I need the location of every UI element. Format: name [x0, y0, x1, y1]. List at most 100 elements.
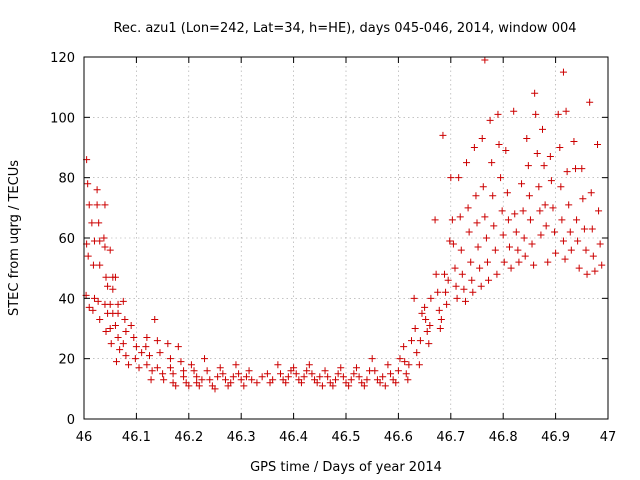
- data-point: [190, 367, 198, 375]
- data-point: [352, 364, 360, 372]
- data-point: [490, 222, 498, 230]
- data-point: [521, 252, 529, 260]
- data-point: [562, 107, 570, 115]
- y-tick-label: 20: [58, 353, 75, 368]
- data-point: [573, 216, 581, 224]
- data-point: [574, 237, 582, 245]
- data-point: [489, 192, 497, 200]
- data-point: [476, 264, 484, 272]
- data-point: [598, 261, 606, 269]
- data-point: [443, 300, 451, 308]
- x-tick-label: 46.3: [227, 430, 256, 445]
- data-point: [376, 379, 384, 387]
- data-point: [193, 373, 201, 381]
- data-point: [434, 288, 442, 296]
- data-point: [214, 373, 222, 381]
- data-point: [437, 315, 445, 323]
- data-point: [148, 367, 156, 375]
- data-point: [318, 382, 326, 390]
- data-point: [138, 349, 146, 357]
- data-point: [90, 294, 98, 302]
- data-point: [292, 370, 300, 378]
- data-point: [528, 240, 536, 248]
- data-point: [211, 385, 219, 393]
- data-point: [469, 288, 477, 296]
- data-point: [404, 376, 412, 384]
- data-point: [558, 216, 566, 224]
- data-point: [566, 228, 574, 236]
- data-point: [180, 373, 188, 381]
- data-point: [143, 361, 151, 369]
- data-point: [106, 300, 114, 308]
- data-point: [274, 361, 282, 369]
- data-point: [595, 207, 603, 215]
- data-point: [510, 107, 518, 115]
- data-point: [363, 376, 371, 384]
- data-point: [206, 376, 214, 384]
- data-point: [532, 110, 540, 118]
- data-point: [570, 137, 578, 145]
- data-point: [499, 231, 507, 239]
- data-point: [539, 125, 546, 133]
- data-point: [525, 192, 533, 200]
- data-point: [305, 361, 313, 369]
- data-point: [121, 315, 129, 323]
- data-point: [93, 186, 101, 194]
- data-point: [345, 382, 353, 390]
- data-point: [94, 297, 102, 305]
- data-point: [540, 162, 548, 170]
- data-point: [122, 352, 130, 360]
- data-point: [448, 216, 456, 224]
- data-point: [84, 180, 92, 188]
- data-point: [187, 361, 195, 369]
- data-point: [467, 258, 475, 266]
- data-point: [313, 379, 321, 387]
- data-point: [425, 340, 433, 348]
- data-point: [542, 222, 550, 230]
- y-axis-label: STEC from uqrg / TECUs: [7, 160, 22, 316]
- data-point: [435, 306, 443, 314]
- data-point: [201, 355, 209, 363]
- data-point: [203, 367, 211, 375]
- data-point: [104, 282, 112, 290]
- data-point: [449, 240, 457, 248]
- data-point: [282, 379, 290, 387]
- data-point: [575, 264, 583, 272]
- data-point: [432, 270, 440, 278]
- data-point: [156, 349, 164, 357]
- data-point: [100, 234, 108, 242]
- data-point: [316, 373, 324, 381]
- x-tick-label: 46.4: [279, 430, 308, 445]
- data-point: [177, 358, 185, 366]
- data-point: [339, 373, 347, 381]
- data-point: [308, 370, 316, 378]
- data-point: [237, 376, 245, 384]
- data-point: [559, 237, 567, 245]
- data-point: [114, 309, 122, 317]
- data-point: [122, 328, 130, 336]
- data-point: [470, 144, 478, 151]
- data-point: [423, 328, 431, 336]
- data-point: [337, 364, 345, 372]
- data-point: [494, 110, 502, 118]
- data-point: [460, 285, 468, 293]
- x-tick-label: 46.6: [384, 430, 413, 445]
- data-point: [472, 192, 480, 200]
- data-point: [572, 165, 580, 173]
- data-point: [84, 252, 92, 260]
- data-point: [479, 183, 487, 191]
- data-point: [588, 225, 596, 233]
- data-point: [512, 228, 520, 236]
- data-point: [360, 382, 368, 390]
- data-point: [514, 246, 522, 254]
- data-point: [101, 243, 109, 251]
- data-point: [253, 379, 261, 387]
- data-point: [368, 355, 376, 363]
- data-point: [441, 270, 449, 278]
- data-point: [132, 343, 140, 351]
- data-point: [159, 370, 167, 378]
- data-point: [240, 382, 248, 390]
- data-point: [401, 358, 409, 366]
- data-point: [300, 373, 308, 381]
- y-tick-label: 120: [50, 51, 75, 66]
